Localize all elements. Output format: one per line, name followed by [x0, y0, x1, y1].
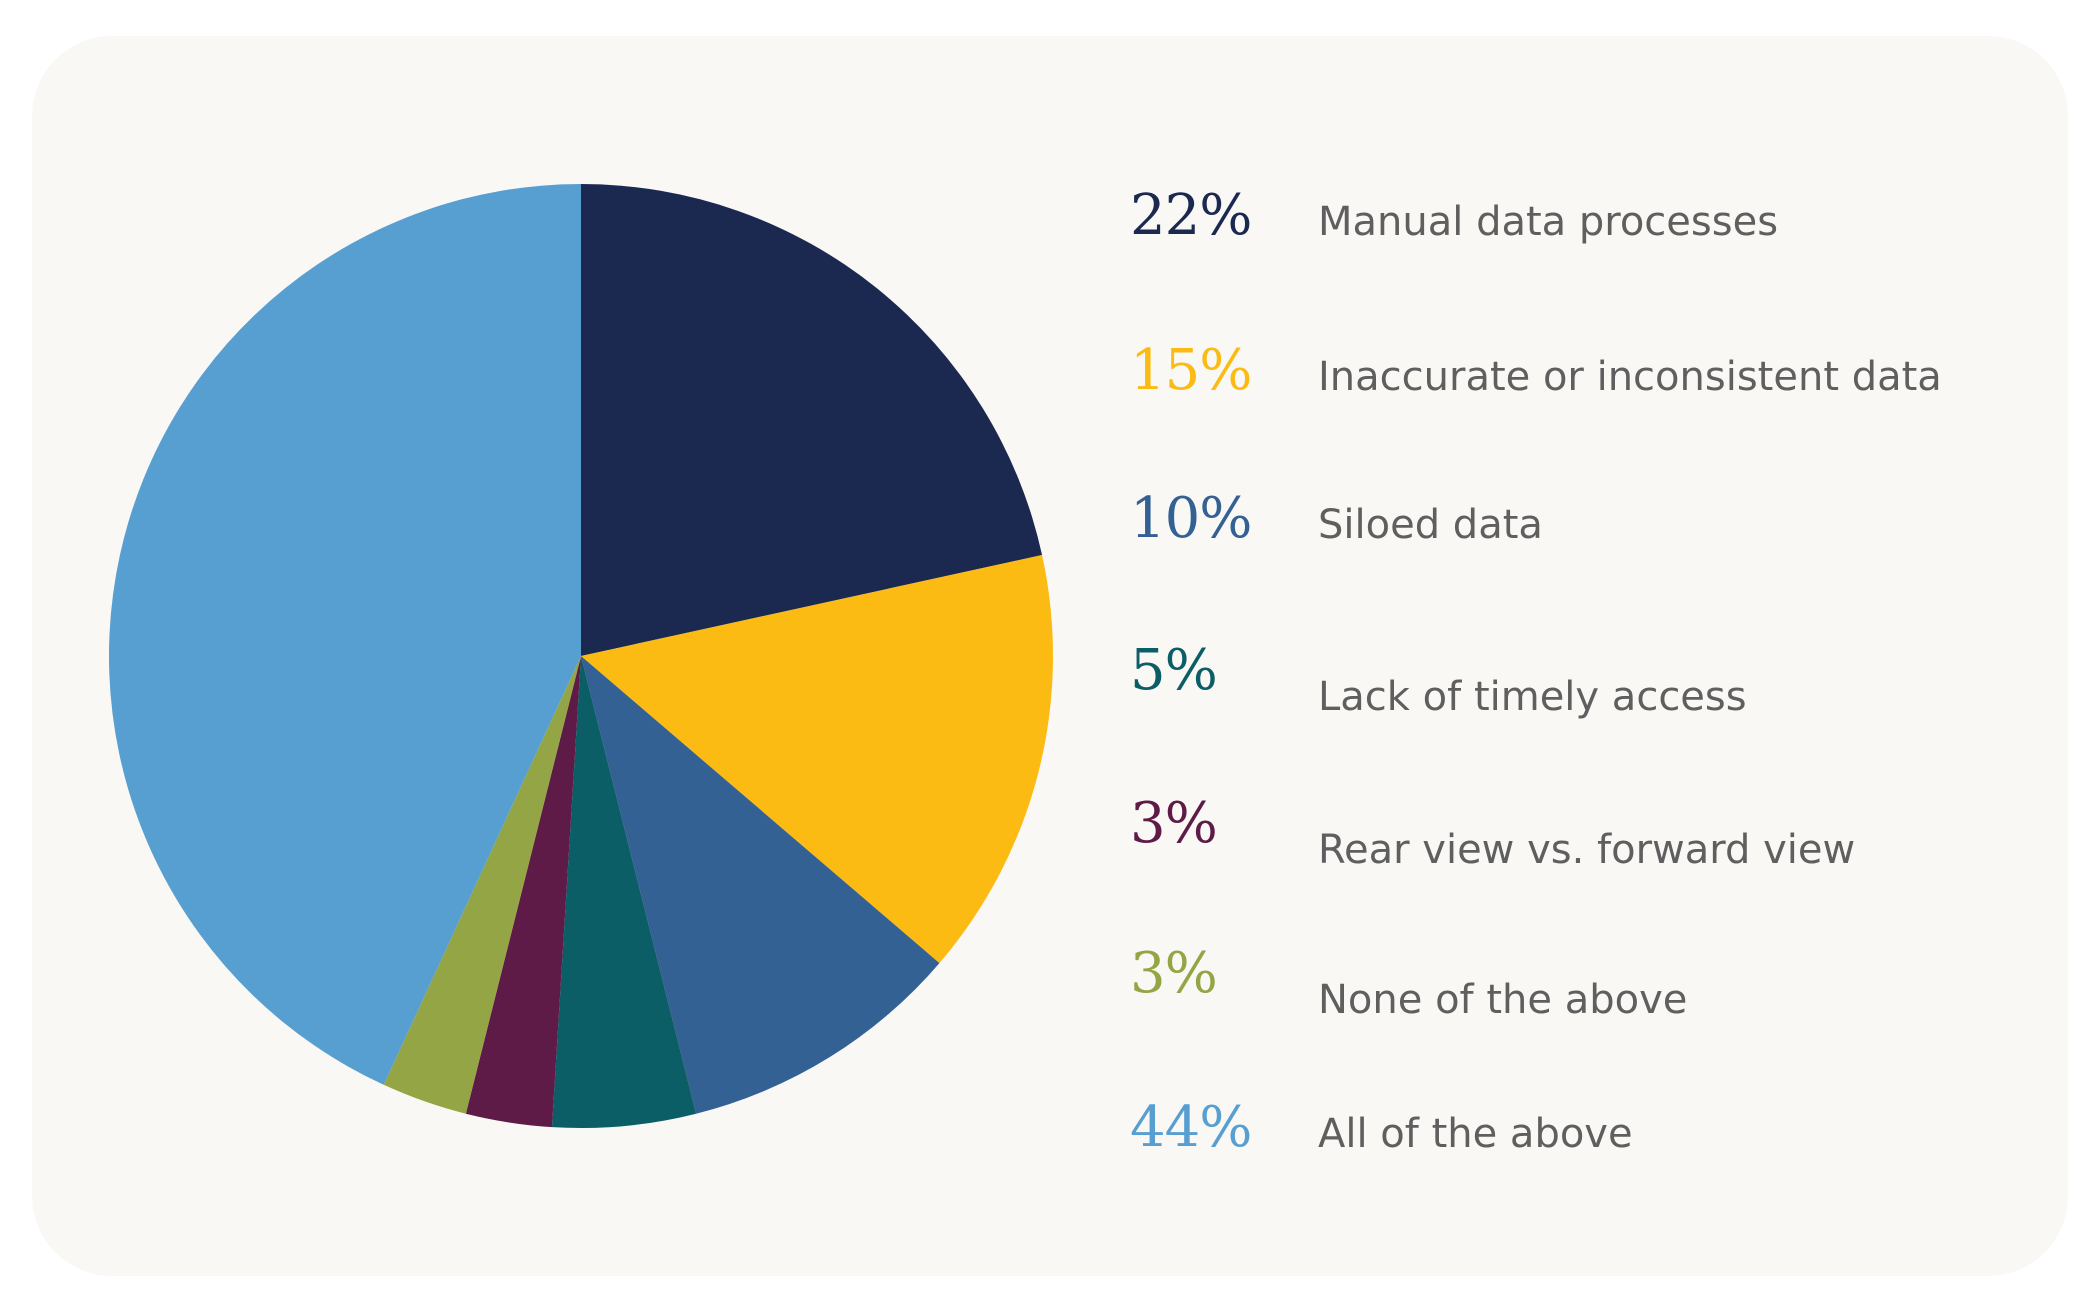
pie-slice: [383, 656, 581, 1114]
pie-slice: [581, 555, 1053, 964]
legend-item: 5% Lack of timely access: [1130, 631, 2030, 720]
legend-item: 15% Inaccurate or inconsistent data: [1130, 331, 2030, 411]
legend-item: 22% Manual data processes: [1130, 176, 2030, 256]
legend-label: None of the above: [1318, 977, 1688, 1023]
legend-value: 22%: [1130, 183, 1252, 248]
pie-slice: [108, 184, 582, 1085]
legend-label: Siloed data: [1318, 502, 1543, 548]
legend-value: 44%: [1130, 1095, 1252, 1160]
pie-slices: [108, 184, 1053, 1128]
legend-label: Inaccurate or inconsistent data: [1318, 354, 1942, 400]
legend-item: 3% None of the above: [1130, 934, 2030, 1023]
legend-label: Rear view vs. forward view: [1318, 827, 1856, 873]
pie-slice: [465, 656, 581, 1128]
legend-label: Lack of timely access: [1318, 674, 1747, 720]
legend-label: Manual data processes: [1318, 199, 1779, 245]
legend-value: 10%: [1130, 486, 1252, 551]
pie-slice: [581, 656, 940, 1114]
pie-slice: [581, 184, 1043, 656]
legend-label: All of the above: [1318, 1111, 1633, 1157]
legend-item: 3% Rear view vs. forward view: [1130, 784, 2030, 873]
legend-value: 3%: [1130, 791, 1218, 856]
legend-value: 3%: [1130, 941, 1218, 1006]
legend-value: 5%: [1130, 638, 1218, 703]
legend-item: 10% Siloed data: [1130, 479, 2030, 559]
legend-value: 15%: [1130, 338, 1252, 403]
pie-slice: [551, 656, 697, 1128]
legend-item: 44% All of the above: [1130, 1088, 2030, 1168]
